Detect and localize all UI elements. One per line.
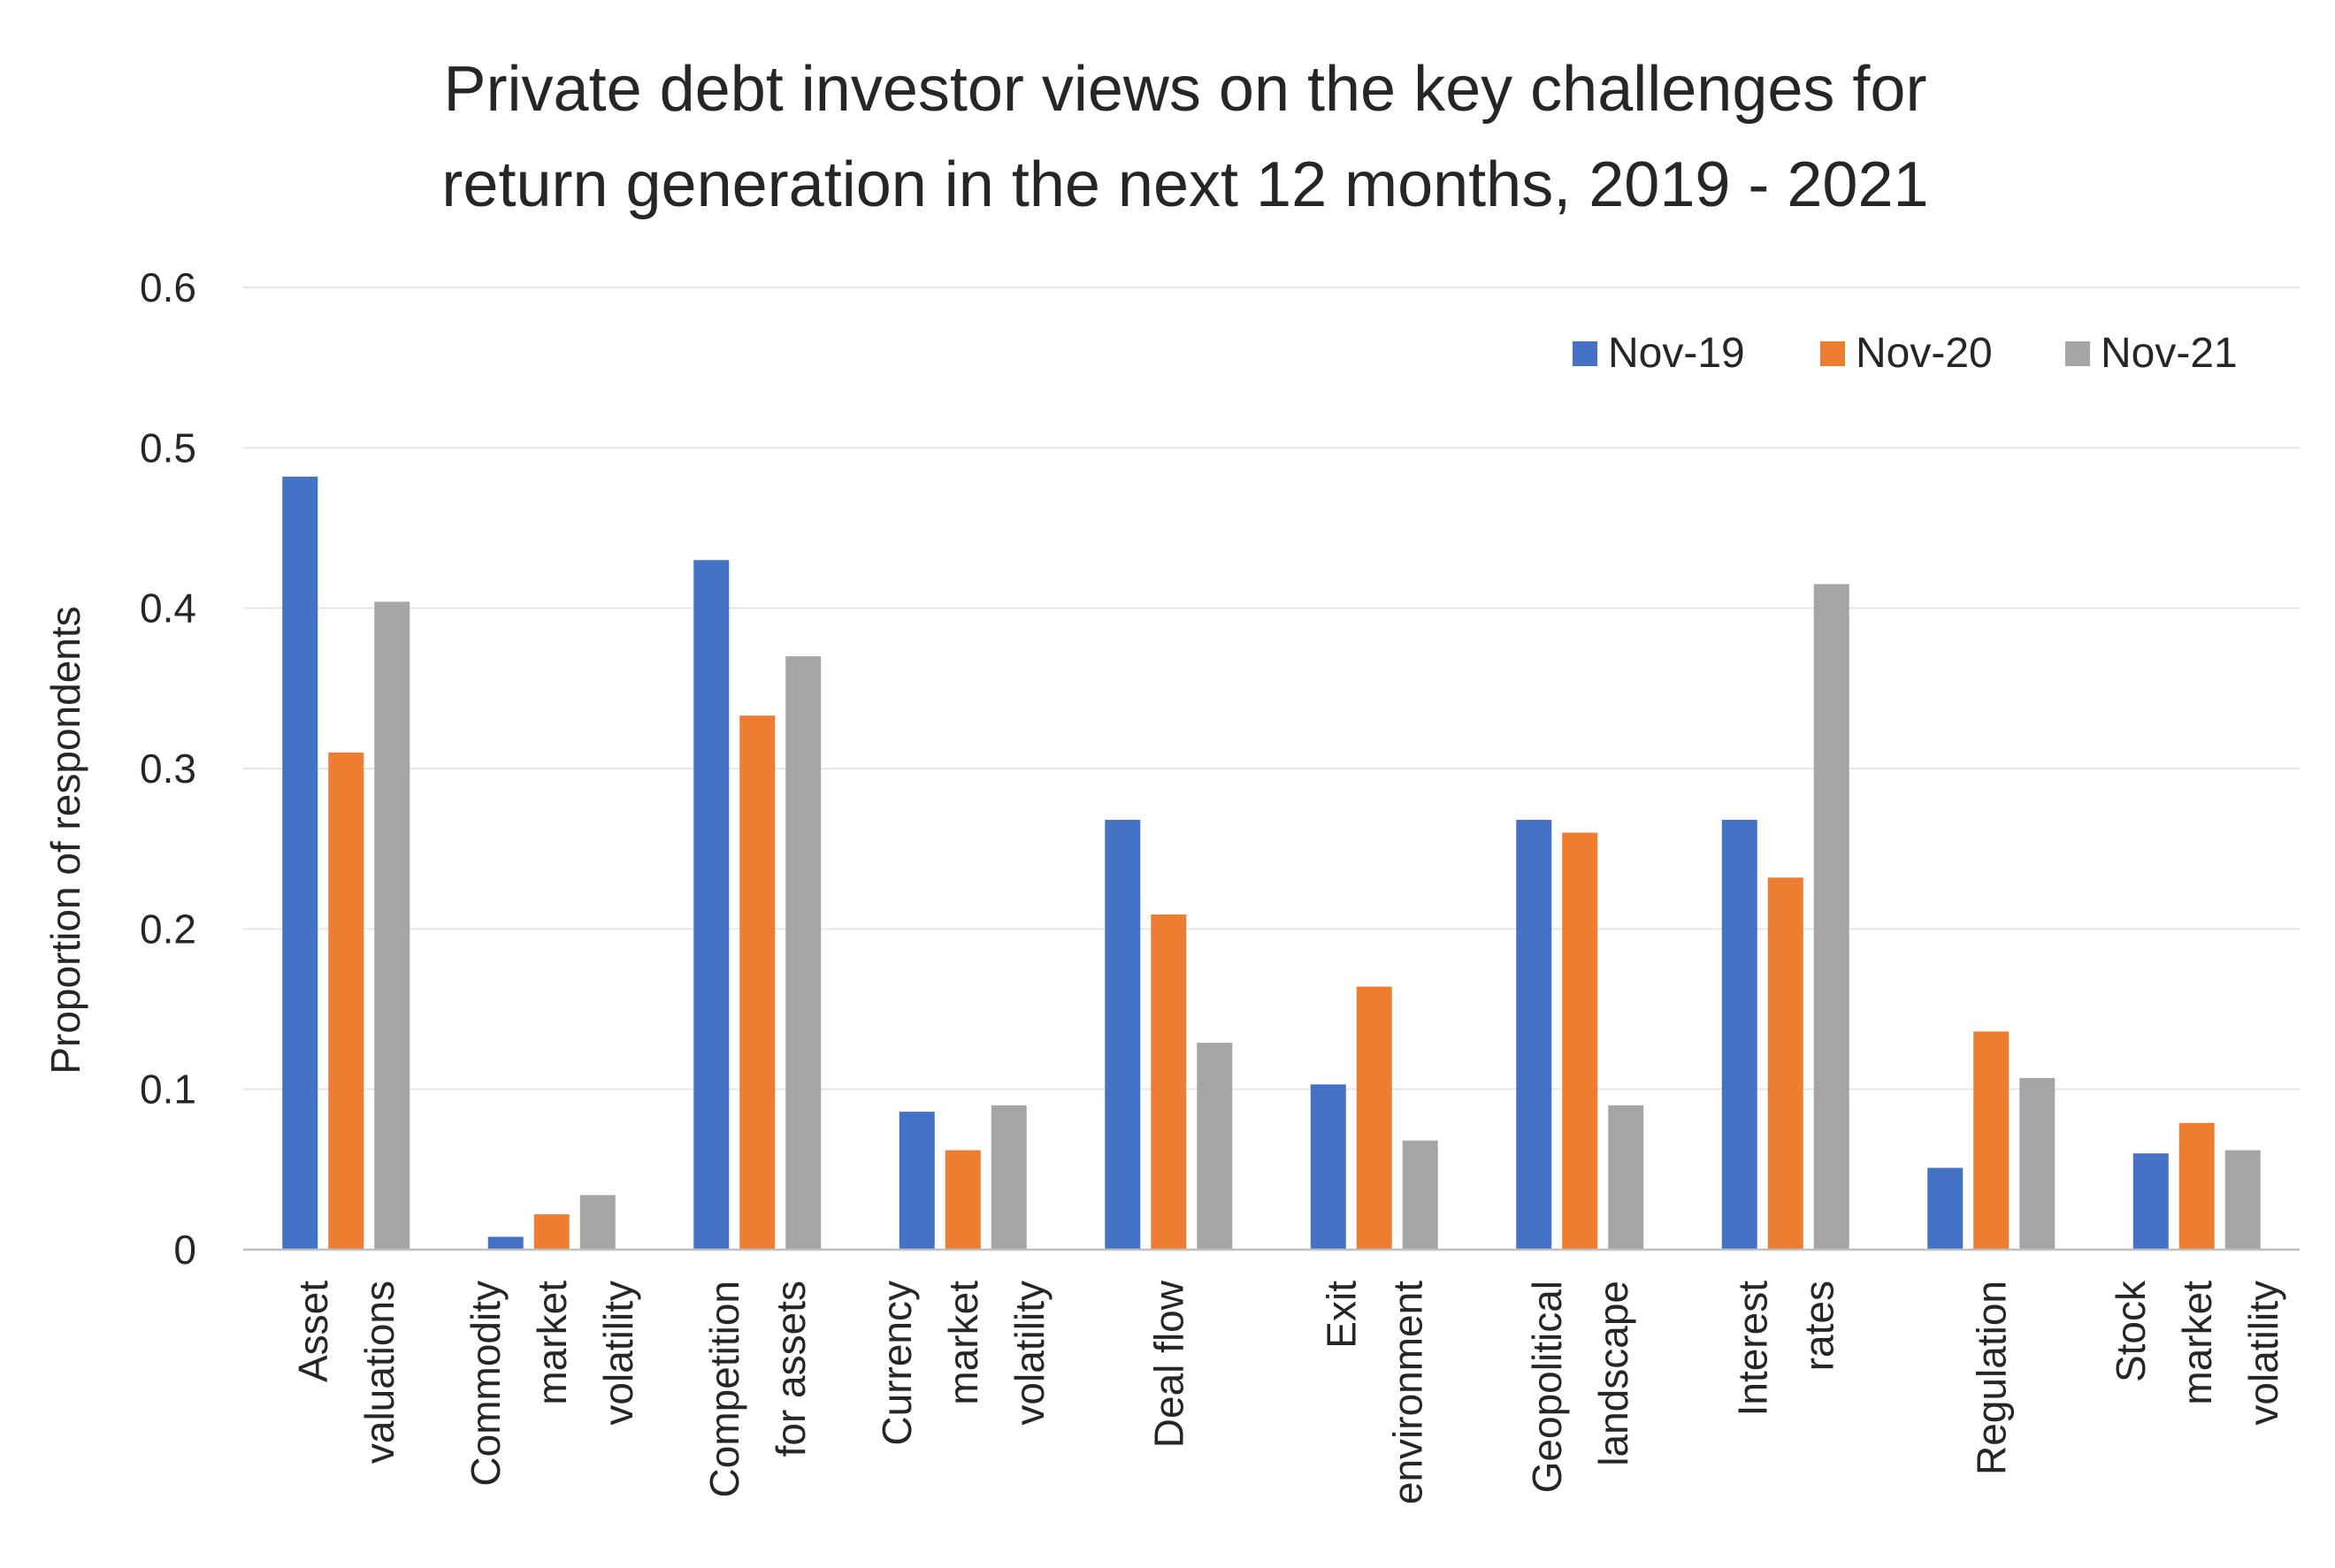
bar-nov-19-5 [1310,1084,1346,1250]
legend-swatch [2065,341,2090,366]
bar-nov-20-9 [2178,1122,2215,1250]
bar-nov-21-0 [374,601,410,1250]
bar-nov-19-1 [487,1236,524,1250]
bar-nov-21-7 [1813,584,1849,1250]
bar-nov-21-1 [579,1195,616,1250]
bar-nov-20-1 [533,1214,570,1250]
x-category-label: Geopolitical landscape [1524,1281,1636,1493]
x-category-label: Commodity market volatility [463,1281,641,1487]
x-category-label-line: Deal flow [1145,1280,1191,1448]
y-tick-label: 0.2 [140,906,196,952]
x-category-label-line: volatility [2240,1281,2286,1426]
y-axis-label: Proportion of respondents [42,606,88,1074]
bar-nov-20-2 [739,715,776,1250]
y-tick-label: 0.3 [140,746,196,792]
bar-nov-21-3 [991,1105,1027,1250]
bar-nov-21-2 [785,656,822,1250]
bar-nov-19-3 [899,1112,935,1250]
y-tick-label: 0.1 [140,1067,196,1113]
legend-swatch [1820,341,1845,366]
y-tick-label: 0.5 [140,425,196,470]
gridlines [243,287,2300,1090]
x-category-label-line: Geopolitical [1524,1281,1570,1493]
bar-nov-21-6 [1608,1105,1644,1250]
bars [282,476,2261,1250]
x-category-label-line: Regulation [1968,1281,2014,1475]
chart-title-line: Private debt investor views on the key c… [444,54,1927,125]
x-category-label: Asset valuations [290,1281,402,1464]
bar-nov-19-2 [693,560,730,1250]
bar-nov-21-9 [2224,1150,2261,1250]
bar-nov-19-0 [282,476,318,1250]
x-category-label: Deal flow [1145,1280,1191,1448]
legend: Nov-19 Nov-20 Nov-21 [1573,330,2238,377]
x-category-label-line: volatility [1007,1281,1053,1426]
x-category-label-line: Exit [1318,1281,1364,1349]
y-tick-label: 0 [173,1227,196,1273]
x-category-label: Currency market volatility [874,1281,1053,1446]
x-category-label: Competition for assets [701,1281,814,1497]
x-category-label-line: for assets [768,1281,814,1457]
x-category-label-line: Stock [2108,1280,2154,1382]
bar-nov-19-6 [1516,820,1552,1250]
x-axis-categories: Asset valuations Commodity market volatility… [290,1280,2286,1504]
x-category-label-line: market [2174,1281,2220,1405]
bar-nov-19-4 [1105,820,1141,1250]
bar-nov-19-8 [1927,1167,1964,1250]
bar-nov-20-0 [328,752,364,1250]
x-category-label: Stock market volatility [2108,1280,2286,1426]
y-axis-ticks: 0 0.1 0.2 0.3 0.4 0.5 0.6 [140,264,196,1273]
legend-label: Nov-19 [1608,330,1745,377]
x-category-label-line: landscape [1590,1281,1636,1466]
bar-nov-21-4 [1197,1043,1233,1250]
bar-nov-21-8 [2019,1077,2056,1250]
x-category-label-line: Interest [1729,1281,1775,1417]
x-category-label-line: market [529,1281,575,1405]
x-category-label: Regulation [1968,1281,2014,1475]
legend-item-nov-20: Nov-20 [1820,330,1993,377]
y-tick-label: 0.6 [140,264,196,310]
x-category-label: Interest rates [1729,1281,1841,1417]
bar-nov-20-8 [1973,1031,2010,1250]
x-category-label: Exit environment [1318,1281,1430,1504]
legend-label: Nov-21 [2101,330,2238,377]
bar-nov-21-5 [1402,1140,1438,1250]
legend-label: Nov-20 [1856,330,1993,377]
x-category-label-line: volatility [595,1281,641,1426]
x-category-label-line: Asset [290,1281,336,1382]
bar-nov-19-9 [2132,1153,2169,1250]
bar-nov-20-3 [945,1150,981,1250]
chart-title-line: return generation in the next 12 months,… [441,149,1928,220]
y-tick-label: 0.4 [140,585,196,631]
bar-nov-20-7 [1767,877,1803,1250]
bar-nov-20-5 [1356,986,1392,1250]
bar-nov-20-6 [1562,832,1598,1250]
bar-nov-19-7 [1721,820,1757,1250]
x-category-label-line: rates [1795,1281,1841,1371]
x-category-label-line: Competition [701,1281,747,1497]
x-category-label-line: valuations [356,1281,402,1464]
x-category-label-line: environment [1384,1281,1430,1504]
bar-nov-20-4 [1151,914,1187,1250]
x-category-label-line: Currency [874,1281,920,1446]
legend-item-nov-19: Nov-19 [1573,330,1745,377]
x-category-label-line: Commodity [463,1281,509,1487]
legend-item-nov-21: Nov-21 [2065,330,2238,377]
x-category-label-line: market [940,1281,986,1405]
legend-swatch [1573,341,1597,366]
chart-title: Private debt investor views on the key c… [441,54,1928,220]
